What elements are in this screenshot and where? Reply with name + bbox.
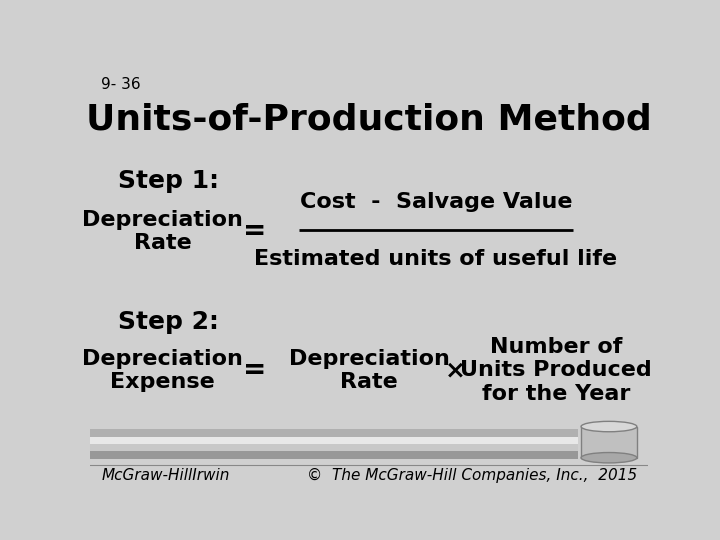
- Text: Estimated units of useful life: Estimated units of useful life: [254, 248, 618, 268]
- Text: ×: ×: [445, 359, 466, 382]
- Text: Depreciation
Expense: Depreciation Expense: [82, 349, 243, 392]
- Text: Depreciation
Rate: Depreciation Rate: [82, 210, 243, 253]
- Text: Step 2:: Step 2:: [118, 310, 219, 334]
- Text: Cost  -  Salvage Value: Cost - Salvage Value: [300, 192, 572, 212]
- Text: Number of
Units Produced
for the Year: Number of Units Produced for the Year: [460, 337, 652, 403]
- Text: Step 1:: Step 1:: [118, 168, 219, 193]
- FancyBboxPatch shape: [90, 436, 578, 444]
- FancyBboxPatch shape: [581, 427, 637, 458]
- Text: Depreciation
Rate: Depreciation Rate: [289, 349, 449, 392]
- Text: McGraw-HillIrwin: McGraw-HillIrwin: [101, 468, 230, 483]
- Ellipse shape: [581, 453, 637, 463]
- FancyBboxPatch shape: [90, 444, 578, 451]
- FancyBboxPatch shape: [90, 429, 578, 436]
- Text: 9- 36: 9- 36: [101, 77, 141, 92]
- Text: Units-of-Production Method: Units-of-Production Method: [86, 102, 652, 136]
- Text: =: =: [243, 217, 266, 245]
- Ellipse shape: [581, 421, 637, 432]
- Text: ©  The McGraw-Hill Companies, Inc.,  2015: © The McGraw-Hill Companies, Inc., 2015: [307, 468, 637, 483]
- Text: =: =: [243, 356, 266, 384]
- FancyBboxPatch shape: [90, 451, 578, 459]
